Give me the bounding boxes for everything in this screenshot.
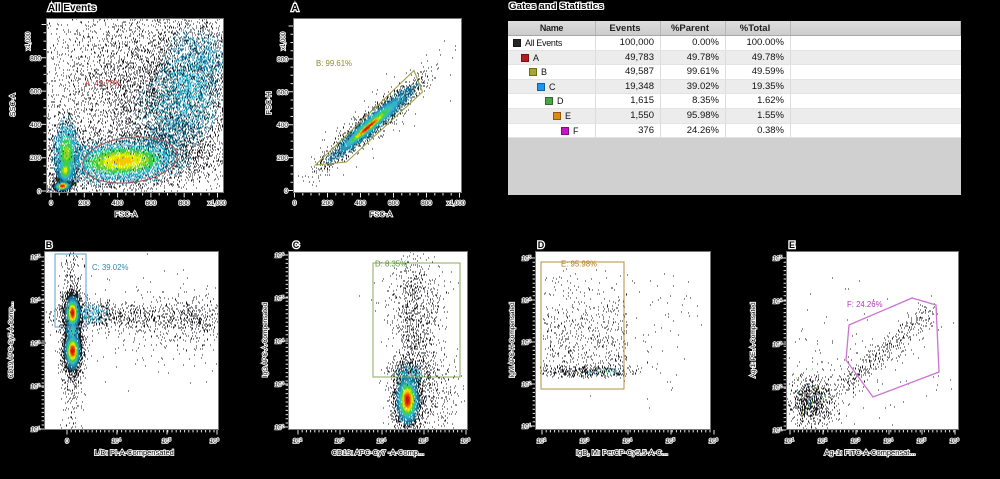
- svg-text:105: 105: [522, 254, 532, 262]
- svg-text:FSC-H: FSC-H: [264, 92, 273, 115]
- svg-text:E: 95.98%: E: 95.98%: [561, 260, 597, 269]
- svg-text:A: 49.78%: A: 49.78%: [85, 79, 121, 88]
- svg-text:103: 103: [31, 339, 41, 347]
- svg-text:103: 103: [773, 340, 783, 348]
- svg-text:800: 800: [30, 55, 41, 62]
- svg-text:All Events: All Events: [48, 3, 97, 14]
- svg-text:105: 105: [917, 437, 927, 445]
- svg-text:0: 0: [49, 200, 53, 207]
- svg-text:400: 400: [355, 200, 366, 207]
- svg-text:103: 103: [275, 380, 285, 388]
- svg-text:x1,000: x1,000: [26, 31, 32, 50]
- svg-text:101: 101: [785, 437, 795, 445]
- svg-text:A: A: [291, 3, 298, 14]
- svg-text:600: 600: [277, 89, 288, 96]
- svg-text:IgM APC-H-Compensated: IgM APC-H-Compensated: [509, 302, 516, 378]
- svg-text:106: 106: [709, 437, 719, 445]
- svg-text:800: 800: [179, 200, 190, 207]
- svg-text:104: 104: [31, 296, 41, 304]
- svg-text:102: 102: [818, 437, 828, 445]
- svg-text:400: 400: [112, 200, 123, 207]
- svg-text:105: 105: [666, 437, 676, 445]
- svg-text:0: 0: [65, 438, 69, 445]
- svg-text:600: 600: [388, 200, 399, 207]
- svg-text:x1,000: x1,000: [447, 201, 466, 207]
- svg-text:104: 104: [112, 437, 122, 445]
- svg-text:101: 101: [31, 425, 41, 433]
- svg-text:IgG APC-A-Compensated: IgG APC-A-Compensated: [262, 302, 269, 377]
- svg-text:400: 400: [277, 122, 288, 129]
- svg-text:101: 101: [773, 426, 783, 434]
- svg-text:C: 39.02%: C: 39.02%: [92, 263, 128, 272]
- svg-text:105: 105: [419, 437, 429, 445]
- svg-text:F: 24.26%: F: 24.26%: [847, 300, 883, 309]
- svg-text:C: C: [293, 240, 300, 250]
- svg-text:0: 0: [284, 188, 288, 195]
- svg-text:400: 400: [30, 122, 41, 129]
- svg-text:Ag-1: PE-A-Compensated: Ag-1: PE-A-Compensated: [750, 302, 757, 378]
- svg-text:103: 103: [580, 437, 590, 445]
- svg-text:0: 0: [37, 189, 41, 196]
- svg-text:102: 102: [537, 437, 547, 445]
- svg-text:102: 102: [522, 380, 532, 388]
- svg-text:102: 102: [773, 383, 783, 391]
- svg-text:200: 200: [322, 200, 333, 207]
- svg-text:CD19 APC-Cy7-A-Comp...: CD19 APC-Cy7-A-Comp...: [8, 302, 15, 379]
- svg-text:x1,000: x1,000: [281, 31, 287, 50]
- svg-text:FSC-A: FSC-A: [115, 210, 138, 219]
- svg-text:L/D: PI-A-Compensated: L/D: PI-A-Compensated: [94, 448, 174, 457]
- svg-text:106: 106: [275, 251, 285, 259]
- svg-text:102: 102: [293, 437, 303, 445]
- svg-text:D: D: [538, 240, 545, 250]
- svg-text:103: 103: [335, 437, 345, 445]
- svg-text:105: 105: [275, 294, 285, 302]
- svg-text:102: 102: [31, 382, 41, 390]
- svg-text:SSC-A: SSC-A: [8, 94, 17, 117]
- svg-text:104: 104: [377, 437, 387, 445]
- svg-text:600: 600: [145, 200, 156, 207]
- svg-text:104: 104: [623, 437, 633, 445]
- svg-text:104: 104: [884, 437, 894, 445]
- svg-text:800: 800: [421, 200, 432, 207]
- svg-text:104: 104: [773, 297, 783, 305]
- svg-text:104: 104: [522, 296, 532, 304]
- svg-text:106: 106: [950, 437, 960, 445]
- svg-text:103: 103: [522, 338, 532, 346]
- svg-text:106: 106: [210, 437, 220, 445]
- svg-text:IgD, M: PerCP-Cy5.5-A-C...: IgD, M: PerCP-Cy5.5-A-C...: [576, 448, 668, 457]
- svg-text:200: 200: [277, 155, 288, 162]
- svg-text:D: 8.35%: D: 8.35%: [375, 260, 407, 269]
- svg-text:105: 105: [162, 437, 172, 445]
- svg-text:104: 104: [275, 337, 285, 345]
- svg-text:102: 102: [275, 423, 285, 431]
- svg-text:105: 105: [31, 253, 41, 261]
- svg-text:600: 600: [30, 89, 41, 96]
- svg-text:800: 800: [277, 56, 288, 63]
- svg-text:106: 106: [461, 437, 471, 445]
- svg-text:FSC-A: FSC-A: [370, 210, 393, 219]
- svg-text:101: 101: [522, 422, 532, 430]
- svg-text:E: E: [789, 240, 795, 250]
- svg-text:105: 105: [773, 254, 783, 262]
- svg-text:B: 99.61%: B: 99.61%: [316, 59, 352, 68]
- svg-text:CD19: APC-Cy7 -A-Comp...: CD19: APC-Cy7 -A-Comp...: [332, 448, 425, 457]
- svg-text:0: 0: [293, 200, 297, 207]
- svg-text:200: 200: [79, 200, 90, 207]
- svg-text:x1,000: x1,000: [208, 201, 227, 207]
- svg-text:Ag-1: FITC-A-Compensat...: Ag-1: FITC-A-Compensat...: [824, 448, 915, 457]
- svg-text:B: B: [46, 240, 53, 250]
- svg-text:103: 103: [851, 437, 861, 445]
- svg-text:200: 200: [30, 155, 41, 162]
